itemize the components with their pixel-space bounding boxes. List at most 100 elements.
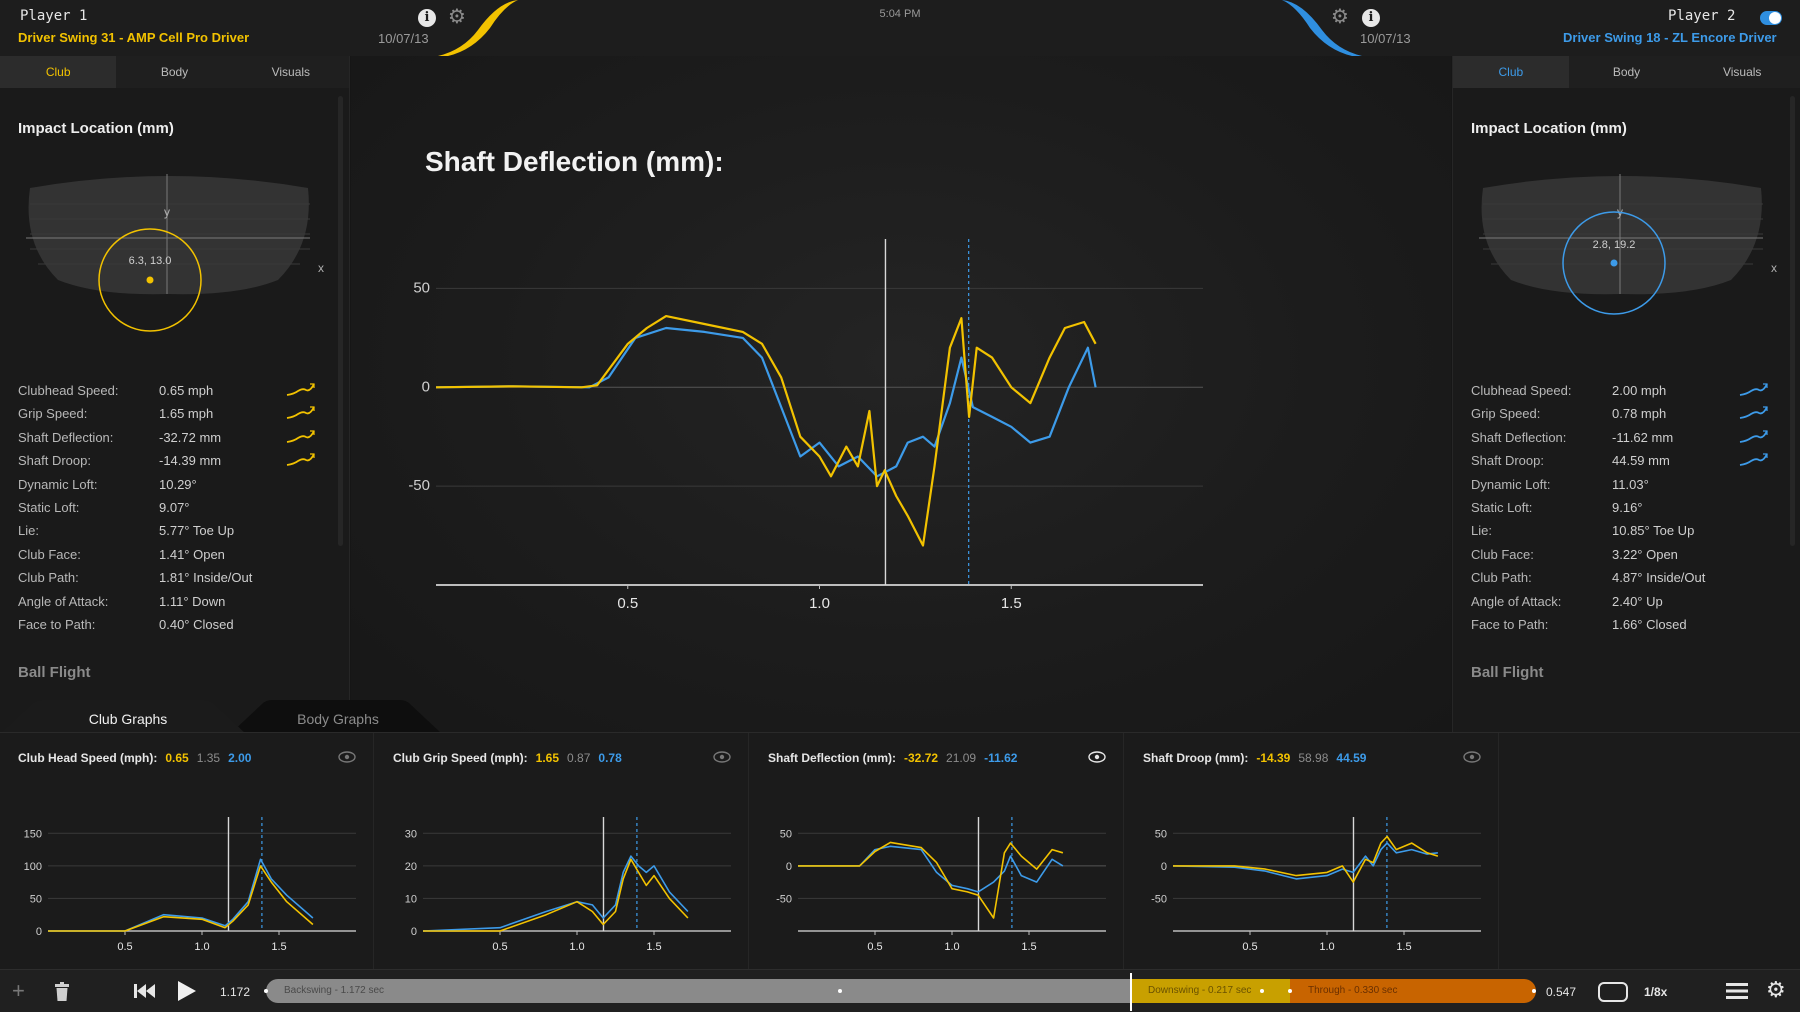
fullscreen-icon[interactable]	[1598, 982, 1628, 1002]
trash-icon[interactable]	[54, 982, 70, 1002]
sparkline-icon[interactable]	[1739, 452, 1769, 468]
sparkline-icon[interactable]	[286, 405, 316, 421]
y-tick-label: 0	[36, 926, 42, 938]
series-player2-line	[1172, 842, 1438, 880]
sparkline-icon[interactable]	[1739, 429, 1769, 445]
stat-label: Shaft Deflection:	[1471, 429, 1567, 445]
skip-back-icon[interactable]	[134, 984, 156, 998]
stat-row: Club Path: 4.87° Inside/Out	[1471, 567, 1771, 590]
scrollbar[interactable]	[338, 96, 343, 546]
eye-icon[interactable]	[338, 751, 356, 763]
impact-circle	[98, 228, 202, 332]
y-tick-label: 50	[1155, 828, 1167, 840]
stat-value: 1.41° Open	[159, 546, 225, 562]
main-chart-area: Shaft Deflection (mm): 50 0 -50 0.5 1.0 1.5	[351, 56, 1451, 732]
x-tick-label: 1.5	[1021, 941, 1036, 953]
player2-toggle[interactable]	[1760, 11, 1782, 25]
stat-row: Club Path: 1.81° Inside/Out	[18, 567, 318, 590]
timeline-marker	[838, 989, 842, 993]
player1-name: Player 1	[20, 8, 88, 24]
club-head-speed-graph[interactable]: Club Head Speed (mph): 0.65 1.35 2.00 150 10…	[0, 733, 374, 970]
y-tick-label: -50	[776, 893, 792, 905]
play-icon[interactable]	[176, 981, 196, 1001]
player2-name: Player 2	[1668, 8, 1736, 24]
impact-point-p2	[1610, 259, 1618, 267]
shaft-droop-graph[interactable]: Shaft Droop (mm): -14.39 58.98 44.59 50 0 -50…	[1125, 733, 1499, 970]
clock: 5:04 PM	[879, 8, 921, 20]
impact-location-diagram: y x 6.3, 13.0	[26, 174, 324, 332]
gear-icon[interactable]: ⚙	[448, 6, 466, 28]
player2-swing-title[interactable]: Driver Swing 18 - ZL Encore Driver	[1563, 30, 1777, 45]
y-tick-label: -50	[1151, 893, 1167, 905]
info-icon[interactable]: i	[418, 9, 436, 27]
backswing-segment[interactable]: Backswing - 1.172 sec	[266, 979, 1130, 1003]
playback-speed[interactable]: 1/8x	[1644, 985, 1668, 999]
tab-visuals[interactable]: Visuals	[271, 65, 311, 79]
eye-icon[interactable]	[713, 751, 731, 763]
stat-label: Face to Path:	[18, 616, 96, 632]
shaft-deflection-chart[interactable]: 50 0 -50 0.5 1.0 1.5	[351, 186, 1451, 706]
menu-icon[interactable]	[1726, 982, 1748, 1000]
club-head-speed-plot: 150 100 50 0 0.5 1.0 1.5	[24, 817, 356, 953]
downswing-segment[interactable]: Downswing - 0.217 sec	[1130, 979, 1290, 1003]
stat-value: 2.00 mph	[1612, 383, 1667, 398]
scrollbar-p2[interactable]	[1790, 96, 1795, 546]
info-icon-p2[interactable]: i	[1362, 9, 1380, 27]
tab-body[interactable]: Body	[160, 65, 189, 79]
sparkline-icon[interactable]	[1739, 405, 1769, 421]
player1-swing-title[interactable]: Driver Swing 31 - AMP Cell Pro Driver	[18, 30, 250, 45]
stat-label: Club Face:	[18, 546, 81, 562]
axis-x-label: x	[318, 261, 324, 275]
club-grip-speed-graph[interactable]: Club Grip Speed (mph): 1.65 0.87 0.78 30 20 1…	[375, 733, 749, 970]
axis-x-label-p2: x	[1771, 261, 1777, 275]
timeline-track[interactable]: Backswing - 1.172 sec Downswing - 0.217 …	[264, 973, 1536, 1011]
x-tick-label: 1.5	[1396, 941, 1411, 953]
sparkline-icon[interactable]	[1739, 382, 1769, 398]
tab-visuals-p2[interactable]: Visuals	[1722, 65, 1762, 79]
ball-flight-title[interactable]: Ball Flight	[18, 664, 91, 681]
club-grip-speed-title: Club Grip Speed (mph): 1.65 0.87 0.78	[393, 751, 622, 765]
x-tick-label: 0.5	[1242, 941, 1257, 953]
sparkline-icon[interactable]	[286, 452, 316, 468]
stat-row: Face to Path: 0.40° Closed	[18, 614, 318, 637]
gear-icon-p2[interactable]: ⚙	[1331, 6, 1349, 28]
playhead[interactable]	[1130, 973, 1132, 1011]
settings-icon[interactable]: ⚙	[1766, 977, 1786, 1002]
tab-body-graphs[interactable]: Body Graphs	[297, 711, 379, 727]
stat-value: 4.87° Inside/Out	[1612, 570, 1706, 586]
tab-club-graphs[interactable]: Club Graphs	[88, 711, 168, 727]
stat-label: Grip Speed:	[18, 406, 88, 422]
eye-icon[interactable]	[1463, 751, 1481, 763]
sparkline-icon[interactable]	[286, 429, 316, 445]
stat-label: Dynamic Loft:	[1471, 476, 1551, 492]
diff-value: 21.09	[946, 751, 977, 765]
stat-label: Grip Speed:	[1471, 406, 1541, 422]
diff-value: 1.35	[196, 751, 221, 765]
add-icon[interactable]: +	[12, 978, 25, 1003]
graph-label: Club Grip Speed (mph):	[393, 751, 528, 765]
tab-club-p2[interactable]: Club	[1453, 56, 1569, 88]
stat-row: Dynamic Loft: 11.03°	[1471, 474, 1771, 497]
x-tick-label: 1.0	[944, 941, 959, 953]
stat-value: 9.07°	[159, 499, 190, 515]
diff-value: 0.87	[567, 751, 591, 765]
timeline-marker	[1288, 989, 1292, 993]
stat-label: Club Path:	[18, 570, 79, 586]
x-tick-label: 0.5	[117, 941, 132, 953]
through-segment[interactable]: Through - 0.330 sec	[1290, 979, 1536, 1003]
y-tick-label: 0	[1161, 861, 1167, 873]
y-tick-label: 10	[405, 893, 417, 905]
y-tick-label: 50	[413, 279, 430, 296]
p2-value: 44.59	[1336, 751, 1367, 765]
tab-body-p2[interactable]: Body	[1612, 65, 1641, 79]
p1-value: -32.72	[904, 751, 939, 765]
x-tick-label: 1.5	[1001, 595, 1022, 612]
player1-swoosh	[438, 0, 518, 56]
eye-icon-active[interactable]	[1088, 751, 1106, 763]
stat-row: Dynamic Loft: 10.29°	[18, 474, 318, 497]
tab-club[interactable]: Club	[0, 56, 117, 88]
sparkline-icon[interactable]	[286, 382, 316, 398]
ball-flight-title-p2[interactable]: Ball Flight	[1471, 664, 1544, 681]
shaft-deflection-graph[interactable]: Shaft Deflection (mm): -32.72 21.09 -11.62 …	[750, 733, 1124, 970]
stat-label: Lie:	[18, 523, 39, 539]
